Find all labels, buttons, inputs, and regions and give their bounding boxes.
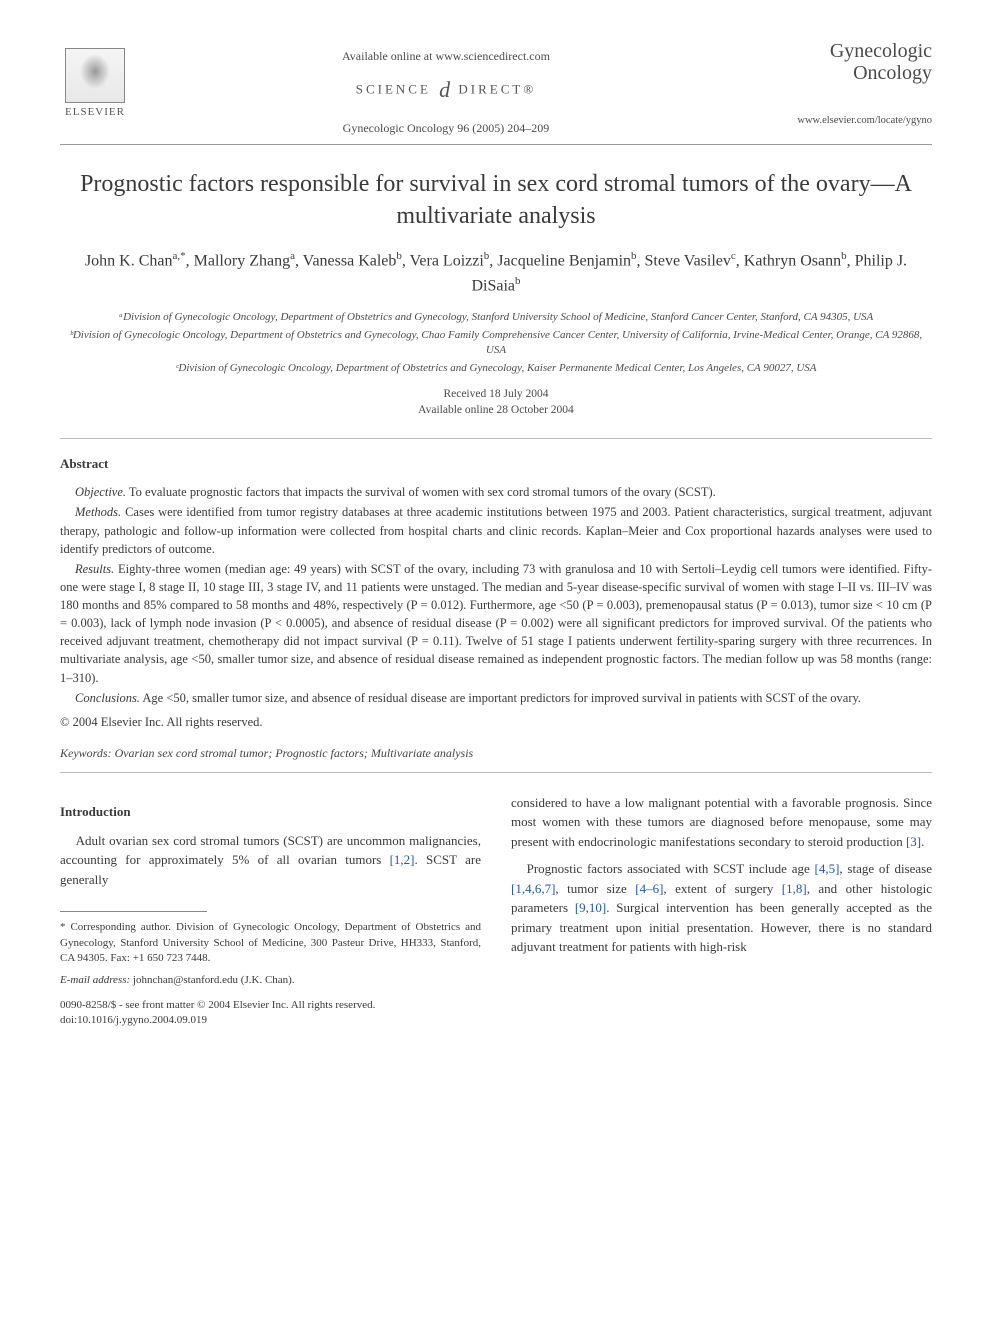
objective-lead: Objective.	[75, 485, 126, 499]
intro-paragraph-1: Adult ovarian sex cord stromal tumors (S…	[60, 831, 481, 890]
intro-p3-b: , stage of disease	[839, 861, 932, 876]
article-dates: Received 18 July 2004 Available online 2…	[60, 386, 932, 418]
intro-p2-post: .	[921, 834, 924, 849]
footnote-separator	[60, 911, 207, 912]
front-matter-line: 0090-8258/$ - see front matter © 2004 El…	[60, 998, 481, 1013]
header-rule	[60, 144, 932, 145]
abstract-heading: Abstract	[60, 455, 932, 473]
abstract-copyright: © 2004 Elsevier Inc. All rights reserved…	[60, 713, 932, 731]
ref-link-1467[interactable]: [1,4,6,7]	[511, 881, 555, 896]
journal-title-box: Gynecologic Oncology www.elsevier.com/lo…	[762, 40, 932, 129]
conclusions-lead: Conclusions.	[75, 691, 140, 705]
email-address: johnchan@stanford.edu (J.K. Chan).	[130, 974, 294, 986]
objective-text: To evaluate prognostic factors that impa…	[126, 485, 716, 499]
intro-paragraph-2: considered to have a low malignant poten…	[511, 793, 932, 852]
scidirect-left: SCIENCE	[356, 81, 431, 96]
ref-link-1-8[interactable]: [1,8]	[782, 881, 807, 896]
abstract-objective: Objective. To evaluate prognostic factor…	[60, 483, 932, 501]
abstract-top-rule	[60, 438, 932, 439]
ref-link-4-6[interactable]: [4–6]	[635, 881, 663, 896]
results-text: Eighty-three women (median age: 49 years…	[60, 562, 932, 685]
ref-link-3[interactable]: [3]	[906, 834, 921, 849]
results-lead: Results.	[75, 562, 114, 576]
abstract-body: Objective. To evaluate prognostic factor…	[60, 483, 932, 731]
intro-p3-d: , extent of surgery	[663, 881, 781, 896]
methods-lead: Methods.	[75, 505, 121, 519]
affiliations: ᵃDivision of Gynecologic Oncology, Depar…	[60, 310, 932, 376]
abstract-methods: Methods. Cases were identified from tumo…	[60, 503, 932, 557]
affiliation-b: ᵇDivision of Gynecologic Oncology, Depar…	[60, 328, 932, 359]
scidirect-d-icon: d	[439, 77, 450, 102]
journal-reference: Gynecologic Oncology 96 (2005) 204–209	[130, 120, 762, 137]
sciencedirect-logo: SCIENCE d DIRECT®	[130, 75, 762, 106]
author-list: John K. Chana,*, Mallory Zhanga, Vanessa…	[60, 248, 932, 299]
intro-p3-a: Prognostic factors associated with SCST …	[527, 861, 815, 876]
right-column: considered to have a low malignant poten…	[511, 793, 932, 1029]
corresponding-author-footnote: * Corresponding author. Division of Gyne…	[60, 920, 481, 966]
abstract-conclusions: Conclusions. Age <50, smaller tumor size…	[60, 689, 932, 707]
body-columns: Introduction Adult ovarian sex cord stro…	[60, 793, 932, 1029]
abstract-results: Results. Eighty-three women (median age:…	[60, 560, 932, 687]
keywords-label: Keywords:	[60, 746, 112, 760]
online-date: Available online 28 October 2004	[418, 404, 574, 416]
keywords-text: Ovarian sex cord stromal tumor; Prognost…	[112, 746, 474, 760]
received-date: Received 18 July 2004	[443, 388, 548, 400]
intro-p3-c: , tumor size	[555, 881, 635, 896]
email-label: E-mail address:	[60, 974, 130, 986]
elsevier-label: ELSEVIER	[65, 105, 125, 120]
ref-link-9-10[interactable]: [9,10]	[575, 900, 606, 915]
journal-header: ELSEVIER Available online at www.science…	[60, 40, 932, 136]
ref-link-4-5[interactable]: [4,5]	[815, 861, 840, 876]
left-column: Introduction Adult ovarian sex cord stro…	[60, 793, 481, 1029]
article-title: Prognostic factors responsible for survi…	[60, 169, 932, 231]
email-footnote: E-mail address: johnchan@stanford.edu (J…	[60, 973, 481, 988]
methods-text: Cases were identified from tumor registr…	[60, 505, 932, 555]
journal-name: Gynecologic Oncology	[762, 40, 932, 84]
affiliation-a: ᵃDivision of Gynecologic Oncology, Depar…	[60, 310, 932, 325]
journal-url: www.elsevier.com/locate/ygyno	[762, 114, 932, 129]
journal-name-line2: Oncology	[853, 62, 932, 84]
scidirect-right: DIRECT®	[458, 81, 536, 96]
doi-block: 0090-8258/$ - see front matter © 2004 El…	[60, 998, 481, 1029]
doi-line: doi:10.1016/j.ygyno.2004.09.019	[60, 1013, 481, 1028]
elsevier-tree-icon	[65, 48, 125, 103]
header-center: Available online at www.sciencedirect.co…	[130, 40, 762, 136]
elsevier-logo: ELSEVIER	[60, 40, 130, 120]
abstract-bottom-rule	[60, 772, 932, 773]
ref-link-1-2[interactable]: [1,2]	[390, 852, 415, 867]
introduction-heading: Introduction	[60, 803, 481, 821]
available-online-text: Available online at www.sciencedirect.co…	[130, 48, 762, 65]
keywords-line: Keywords: Ovarian sex cord stromal tumor…	[60, 745, 932, 762]
conclusions-text: Age <50, smaller tumor size, and absence…	[140, 691, 861, 705]
journal-name-line1: Gynecologic	[830, 40, 932, 62]
intro-paragraph-3: Prognostic factors associated with SCST …	[511, 859, 932, 957]
affiliation-c: ᶜDivision of Gynecologic Oncology, Depar…	[60, 361, 932, 376]
intro-p2-text: considered to have a low malignant poten…	[511, 795, 932, 849]
